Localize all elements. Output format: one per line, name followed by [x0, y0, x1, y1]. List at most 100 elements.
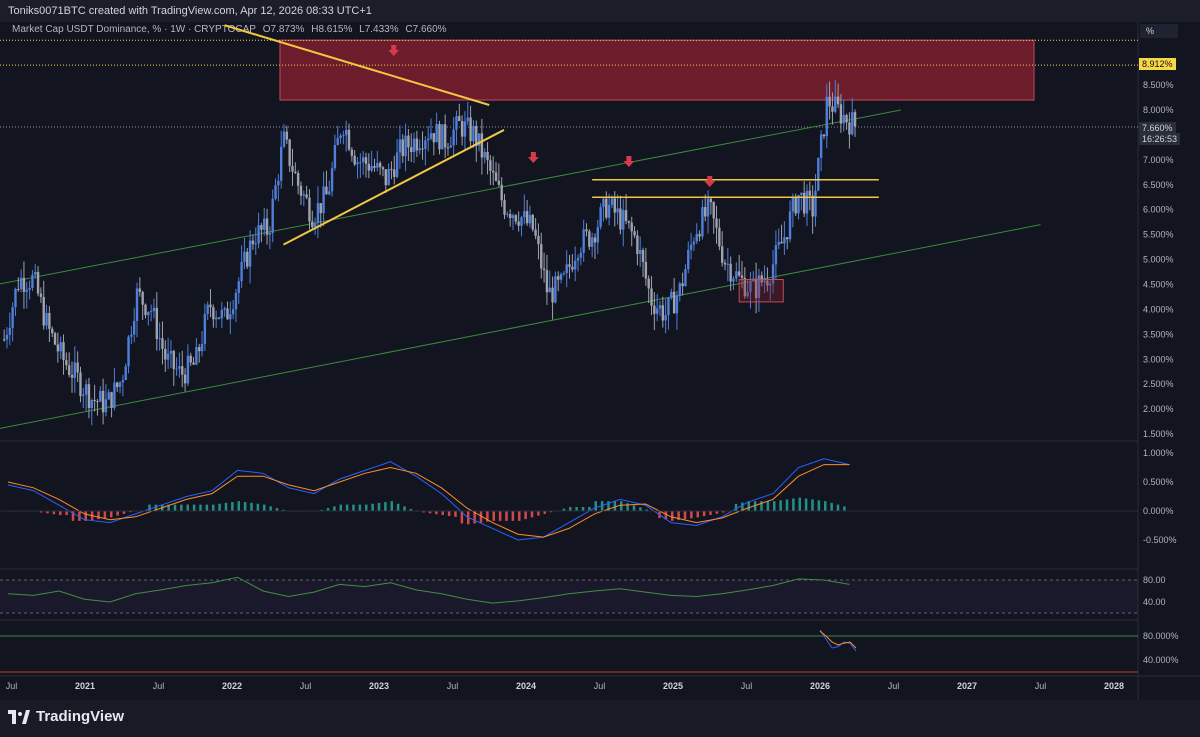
candle-body [463, 121, 467, 137]
candle-body [511, 215, 515, 219]
candle-body [641, 249, 645, 262]
macd-histogram-bar [581, 506, 585, 511]
candles-group [2, 79, 857, 426]
scale-unit-button[interactable]: % [1140, 24, 1178, 38]
candle-body [158, 338, 161, 340]
candle-body [84, 384, 88, 395]
macd-histogram-bar [594, 501, 597, 511]
candle-body [647, 278, 650, 289]
candle-body [780, 241, 783, 244]
candle-body [291, 165, 294, 172]
candle-body [737, 271, 741, 276]
candle-body [22, 277, 26, 292]
candle-body [486, 151, 489, 161]
stoch-k-line [819, 629, 857, 652]
macd-histogram-bar [167, 504, 170, 511]
candle-body [763, 280, 766, 283]
stoch-d-line [819, 630, 857, 649]
candle-body [19, 277, 23, 290]
candle-body [70, 374, 74, 378]
candle-body [53, 333, 57, 345]
candle-body [336, 137, 339, 146]
candle-body [746, 291, 749, 297]
candle-body [610, 198, 614, 205]
tradingview-logo[interactable]: TradingView [8, 708, 124, 725]
candle-body [472, 126, 475, 142]
candle-body [99, 390, 102, 402]
candle-body [771, 264, 775, 284]
candle-body [658, 305, 662, 309]
time-axis-label: Jul [6, 681, 18, 691]
macd-histogram-bar [122, 511, 126, 514]
candle-body [548, 287, 551, 293]
candle-body [528, 214, 532, 224]
lower-channel-line [0, 224, 1041, 429]
falling-trendline [224, 24, 490, 106]
candle-body [181, 366, 184, 375]
candle-body [590, 237, 594, 247]
tradingview-icon [8, 709, 30, 724]
candle-body [718, 227, 721, 247]
candle-body [350, 149, 354, 156]
macd-histogram-bar [428, 511, 432, 514]
candle-body [82, 394, 85, 397]
candle-body [845, 115, 848, 123]
candle-body [800, 192, 803, 196]
candle-body [200, 343, 204, 352]
candle-body [825, 96, 828, 137]
macd-histogram-bar [231, 502, 234, 511]
candle-body [25, 289, 28, 292]
candle-body [387, 169, 390, 186]
candle-body [347, 129, 351, 150]
candle-body [424, 140, 427, 149]
candle-body [602, 198, 605, 208]
candle-body [203, 313, 207, 344]
macd-histogram-bar [843, 506, 846, 511]
time-axis-label: 2028 [1104, 681, 1124, 691]
price-scale-label: 6.000% [1143, 205, 1174, 215]
candle-body [777, 241, 780, 246]
candle-body [342, 135, 345, 137]
candle-body [740, 275, 744, 278]
macd-histogram-bar [59, 511, 62, 516]
macd-histogram-bar [785, 499, 789, 511]
macd-histogram-bar [664, 511, 668, 520]
candle-body [624, 210, 628, 221]
macd-histogram-bar [792, 498, 795, 511]
candle-body [130, 334, 133, 337]
candle-body [147, 311, 150, 316]
price-scale-label: 2.000% [1143, 404, 1174, 414]
candle-body [198, 347, 201, 352]
sell-arrow-icon [623, 156, 635, 167]
candle-body [720, 246, 724, 263]
candle-body [443, 124, 447, 148]
macd-histogram-bar [830, 502, 833, 511]
candle-body [774, 245, 778, 265]
ohlc-high: H8.615% [311, 24, 353, 35]
time-axis-label: Jul [594, 681, 606, 691]
candle-body [294, 171, 297, 174]
candle-body [441, 124, 444, 150]
macd-histogram-bar [511, 511, 515, 521]
candle-body [503, 200, 506, 215]
price-scale-label: 6.500% [1143, 180, 1174, 190]
macd-histogram-bar [836, 504, 840, 511]
candle-body [192, 362, 195, 365]
symbol-legend[interactable]: Market Cap USDT Dominance, % · 1W · CRYP… [12, 24, 451, 35]
macd-histogram-bar [377, 502, 381, 511]
macd-histogram-bar [116, 511, 119, 516]
candle-body [214, 317, 218, 320]
macd-histogram-bar [65, 511, 68, 516]
candle-body [155, 307, 159, 339]
price-scale-label: 7.000% [1143, 155, 1174, 165]
candle-body [559, 274, 563, 280]
candle-body [706, 198, 710, 217]
chart-canvas[interactable]: 8.500%8.000%7.500%7.000%6.500%6.000%5.50… [0, 22, 1200, 700]
price-scale-label: 4.500% [1143, 279, 1174, 289]
candle-body [517, 221, 520, 226]
footer-bar [0, 700, 1200, 737]
macd-histogram-bar [620, 501, 623, 511]
candle-body [670, 291, 673, 298]
macd-histogram-bar [212, 504, 215, 511]
